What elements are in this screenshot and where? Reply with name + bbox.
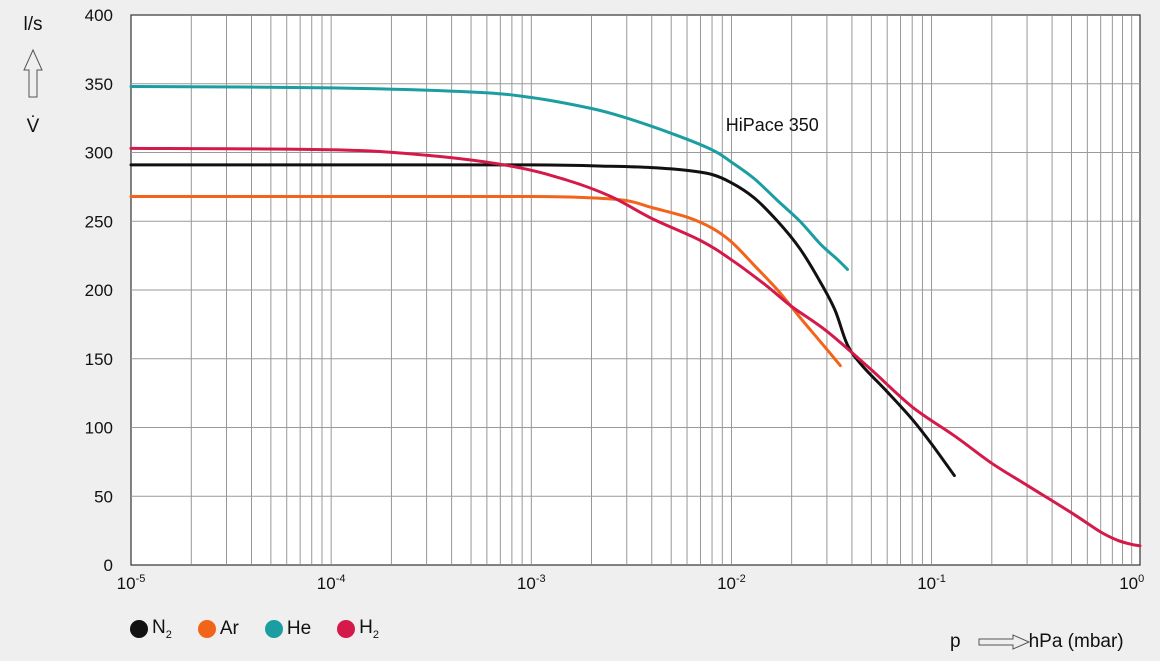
legend-label-h2: H2 bbox=[359, 617, 380, 641]
series-line-he bbox=[129, 85, 849, 271]
legend-item-h2: H2 bbox=[337, 617, 379, 641]
y-tick-label: 350 bbox=[85, 75, 113, 94]
legend-label-n2: N2 bbox=[152, 617, 172, 641]
y-tick-label: 250 bbox=[85, 212, 113, 231]
up-arrow-icon bbox=[23, 48, 43, 98]
legend-item-n2: N2 bbox=[130, 617, 172, 641]
x-axis-symbol: p bbox=[950, 631, 961, 652]
legend-item-he: He bbox=[264, 618, 312, 640]
y-tick-label: 100 bbox=[85, 419, 113, 438]
y-gridlines bbox=[131, 83, 1140, 497]
legend-swatch-h2 bbox=[337, 619, 356, 638]
x-tick-labels: 10-5 10-4 10-3 10-2 10-1 100 bbox=[117, 573, 1145, 593]
series-line-h2 bbox=[129, 146, 1142, 548]
x-tick-label: 10-5 bbox=[117, 573, 146, 593]
y-tick-label: 400 bbox=[85, 6, 113, 25]
x-tick-label: 10-2 bbox=[717, 573, 746, 593]
y-axis-symbol: V̇ bbox=[27, 116, 40, 137]
y-tick-label: 150 bbox=[85, 350, 113, 369]
x-tick-label: 10-3 bbox=[517, 573, 546, 593]
x-tick-label: 100 bbox=[1119, 573, 1144, 593]
y-tick-label: 200 bbox=[85, 281, 113, 300]
legend-label-ar: Ar bbox=[219, 618, 239, 639]
y-tick-labels: 0 50 100 150 200 250 300 350 400 bbox=[85, 6, 113, 575]
right-arrow-icon bbox=[978, 634, 1030, 650]
series-line-n2 bbox=[129, 163, 956, 478]
legend-swatch-he bbox=[264, 620, 283, 638]
y-tick-label: 0 bbox=[104, 556, 113, 575]
legend-item-ar: Ar bbox=[197, 618, 239, 640]
x-axis-unit: hPa (mbar) bbox=[1028, 631, 1124, 652]
series-lines bbox=[129, 85, 1142, 548]
legend: N2 Ar He H2 bbox=[130, 614, 379, 644]
x-tick-label: 10-1 bbox=[917, 573, 946, 593]
legend-swatch-n2 bbox=[130, 619, 148, 638]
legend-swatch-ar bbox=[197, 620, 216, 638]
chart-annotation: HiPace 350 bbox=[726, 115, 819, 135]
x-axis-label: p hPa (mbar) bbox=[950, 631, 1124, 653]
y-tick-label: 300 bbox=[85, 144, 113, 163]
x-tick-label: 10-4 bbox=[317, 573, 346, 593]
y-axis-unit: l/s bbox=[24, 14, 43, 35]
legend-label-he: He bbox=[286, 618, 312, 639]
y-tick-label: 50 bbox=[94, 487, 113, 506]
